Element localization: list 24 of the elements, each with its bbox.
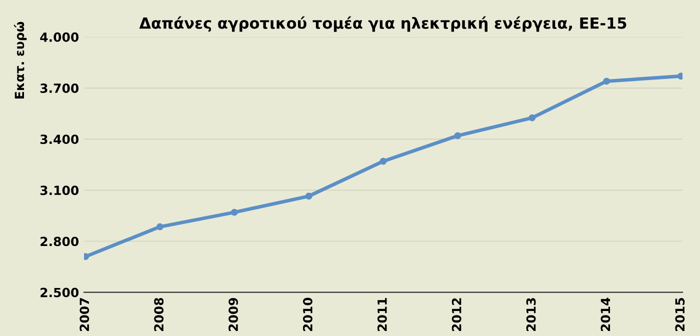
- point: [380, 158, 387, 165]
- y-tick-label: 3.100: [40, 186, 79, 196]
- x-tick-label: 2013: [526, 298, 536, 331]
- point: [156, 223, 164, 230]
- y-axis-title: Εκατ. ευρώ: [14, 22, 27, 98]
- x-tick-label: 2012: [452, 298, 462, 331]
- x-tick-label: 2010: [302, 298, 312, 331]
- point: [603, 78, 610, 85]
- y-tick-label: 3.400: [40, 134, 79, 144]
- point: [528, 114, 536, 122]
- x-tick-label: 2008: [154, 298, 164, 331]
- x-tick-label: 2011: [377, 298, 387, 331]
- chart-title: Δαπάνες αγροτικού τομέα για ηλεκτρική ενέργεια, ΕΕ-15: [139, 16, 626, 32]
- y-tick-label: 4.000: [40, 32, 79, 42]
- x-tick-label: 2007: [80, 298, 90, 331]
- x-tick-label: 2009: [228, 298, 238, 331]
- x-tick-label: 2015: [675, 298, 685, 331]
- point: [230, 208, 238, 216]
- point: [454, 132, 462, 140]
- y-tick-label: 2.500: [40, 288, 79, 298]
- y-tick-label: 2.800: [40, 236, 79, 246]
- x-tick-label: 2014: [600, 298, 610, 331]
- point: [305, 192, 312, 200]
- y-tick-label: 3.700: [40, 84, 79, 93]
